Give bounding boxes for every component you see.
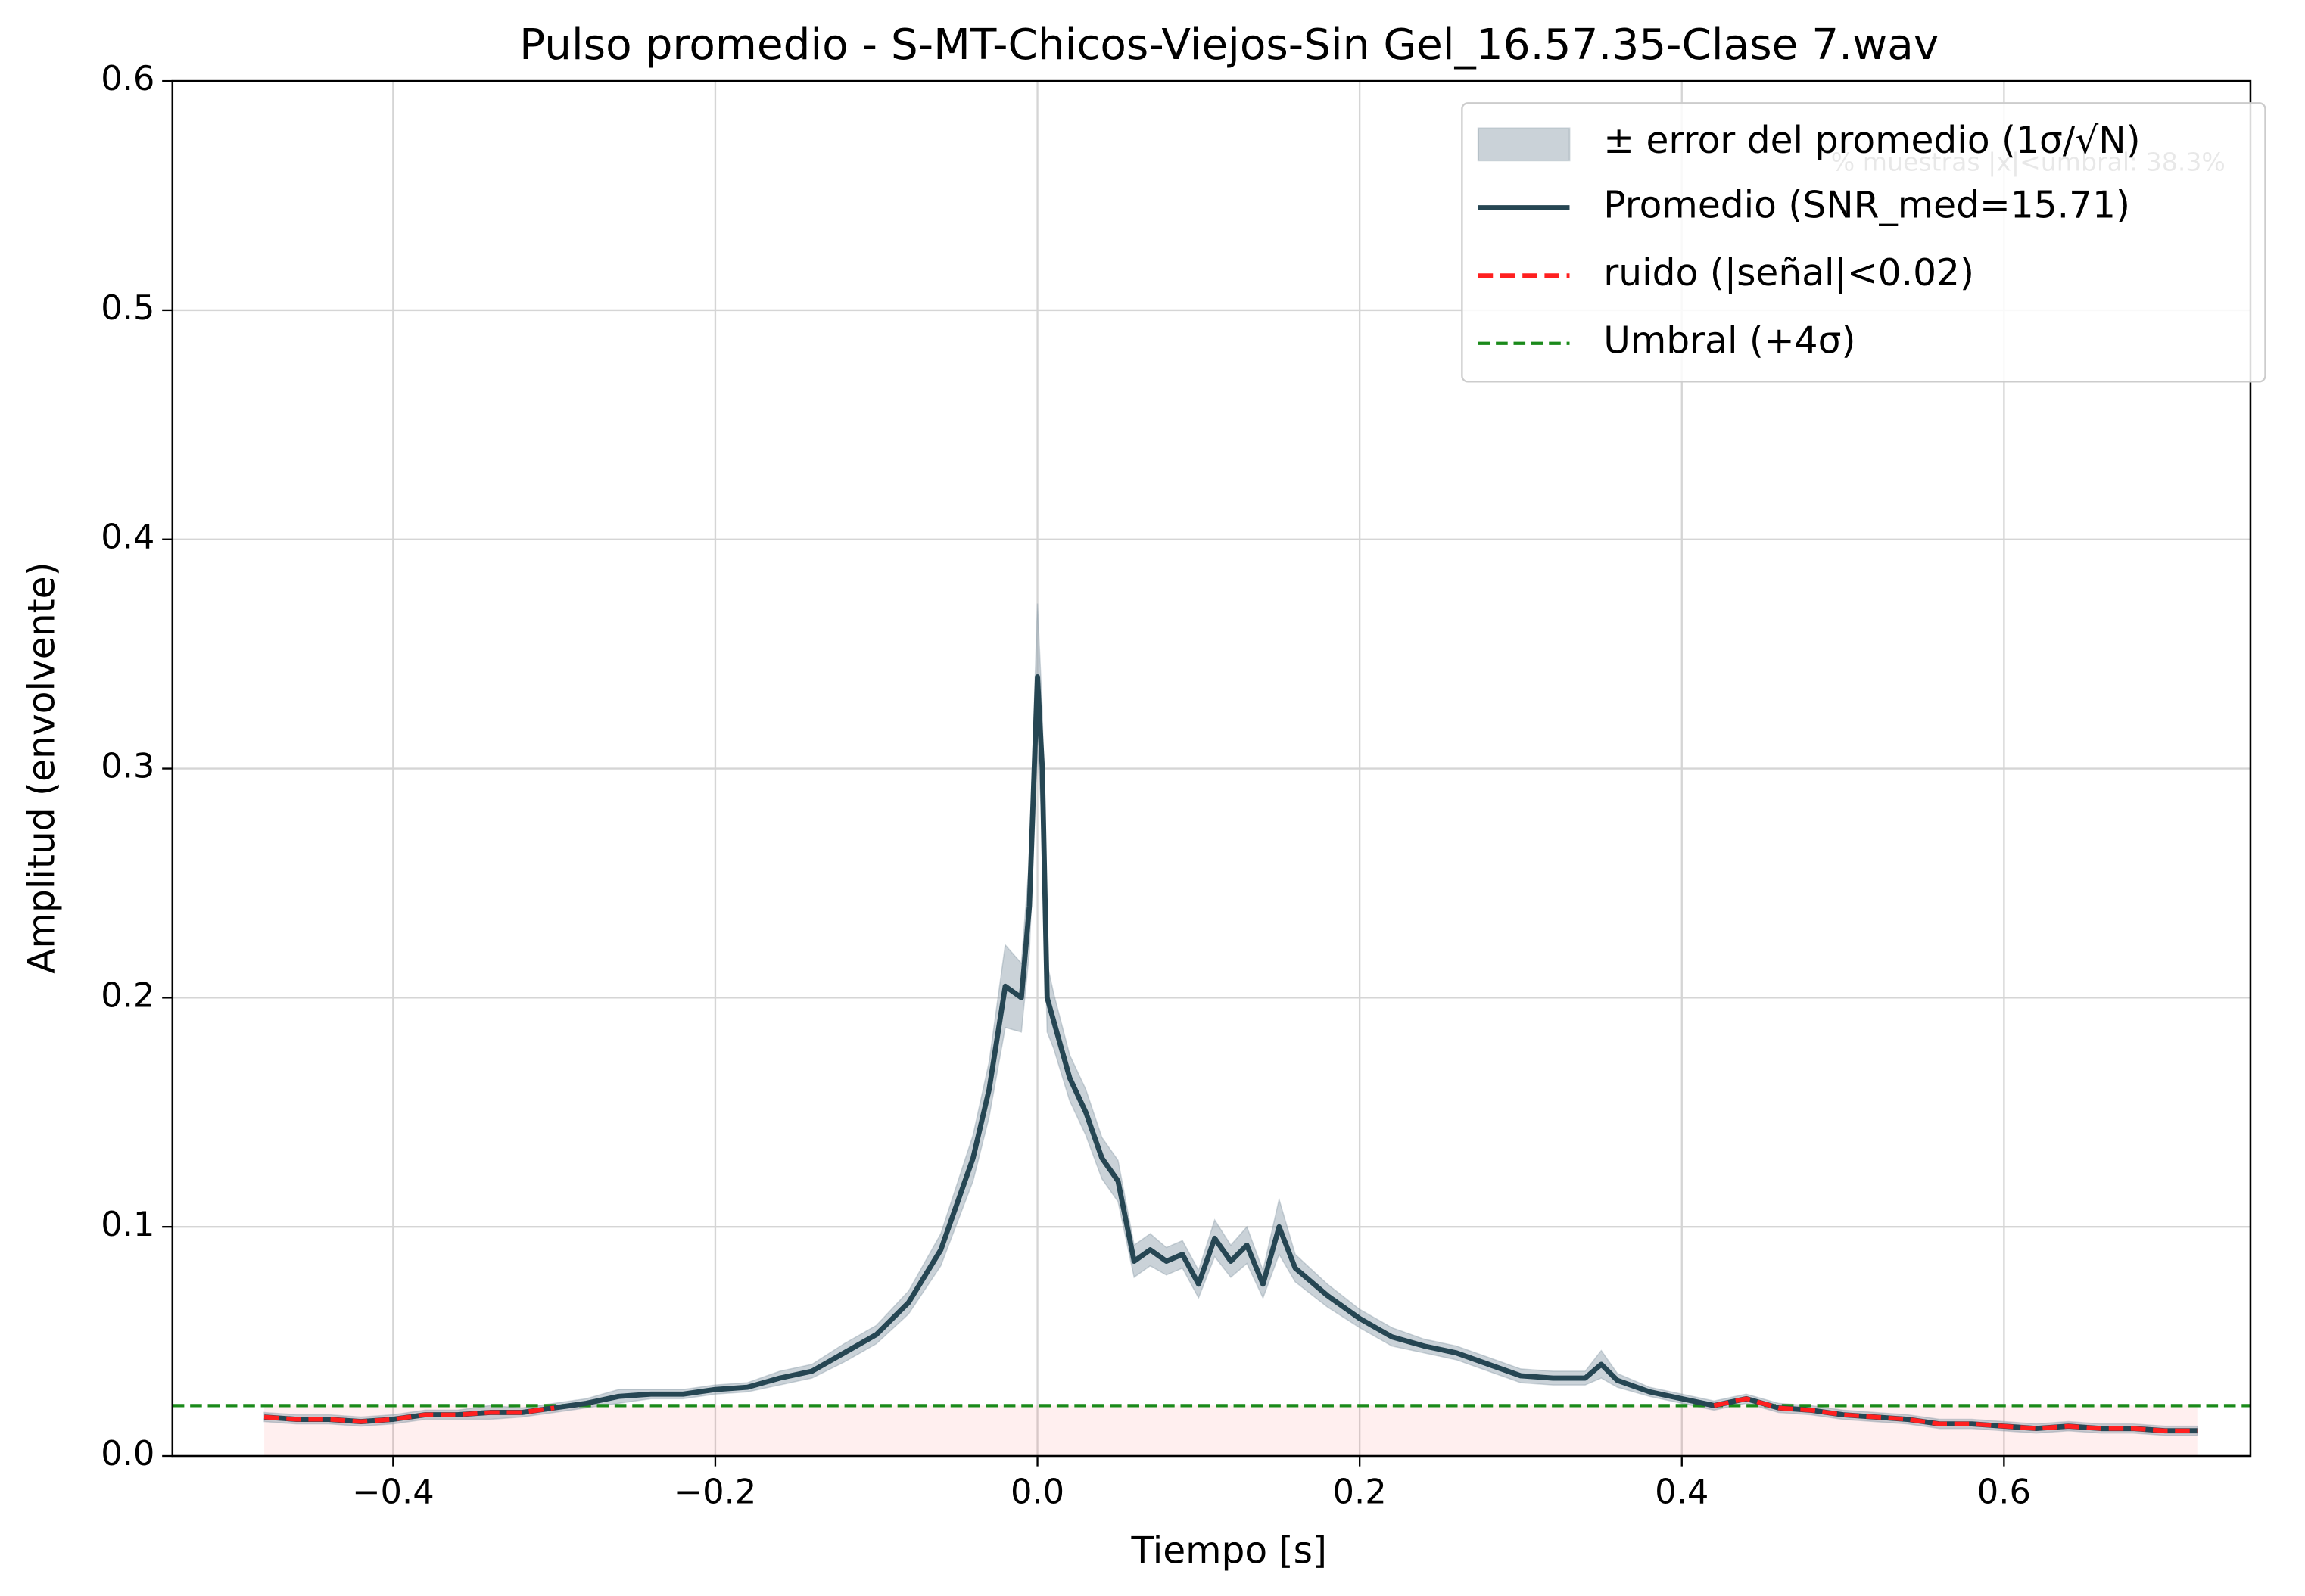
x-tick-label: 0.4 xyxy=(1655,1472,1709,1512)
legend-swatch xyxy=(1477,127,1571,162)
plot-frame xyxy=(171,79,2252,1458)
y-tick-label: 0.6 xyxy=(101,58,154,98)
legend-box xyxy=(1461,102,2266,383)
y-tick-label: 0.5 xyxy=(101,288,154,328)
y-tick-label: 0.0 xyxy=(101,1433,154,1473)
y-tick-label: 0.1 xyxy=(101,1204,154,1244)
error-band xyxy=(263,603,2198,1436)
chart-title: Pulso promedio - S-MT-Chicos-Viejos-Sin … xyxy=(519,20,1939,70)
y-tick-label: 0.4 xyxy=(101,517,154,557)
y-axis-label: Amplitud (envolvente) xyxy=(20,562,63,973)
x-tick-label: −0.2 xyxy=(674,1472,757,1512)
legend-label: ± error del promedio (1σ/√N) xyxy=(1603,120,2140,162)
x-tick-label: −0.4 xyxy=(352,1472,435,1512)
x-tick-label: 0.2 xyxy=(1333,1472,1387,1512)
legend-label: ruido (|señal|<0.02) xyxy=(1603,252,1974,294)
mean-line xyxy=(263,674,2198,1434)
noise-region xyxy=(264,1405,2198,1456)
x-tick-label: 0.6 xyxy=(1977,1472,2031,1512)
legend-label: Promedio (SNR_med=15.71) xyxy=(1603,185,2130,227)
noise-line xyxy=(263,1396,2198,1433)
y-tick-label: 0.3 xyxy=(101,746,154,786)
y-tick-label: 0.2 xyxy=(101,975,154,1015)
x-axis-label: Tiempo [s] xyxy=(1130,1530,1326,1573)
legend-label: Umbral (+4σ) xyxy=(1603,320,1855,362)
legend: ± error del promedio (1σ/√N) Promedio (SN… xyxy=(1461,102,2266,383)
x-tick-label: 0.0 xyxy=(1011,1472,1064,1512)
